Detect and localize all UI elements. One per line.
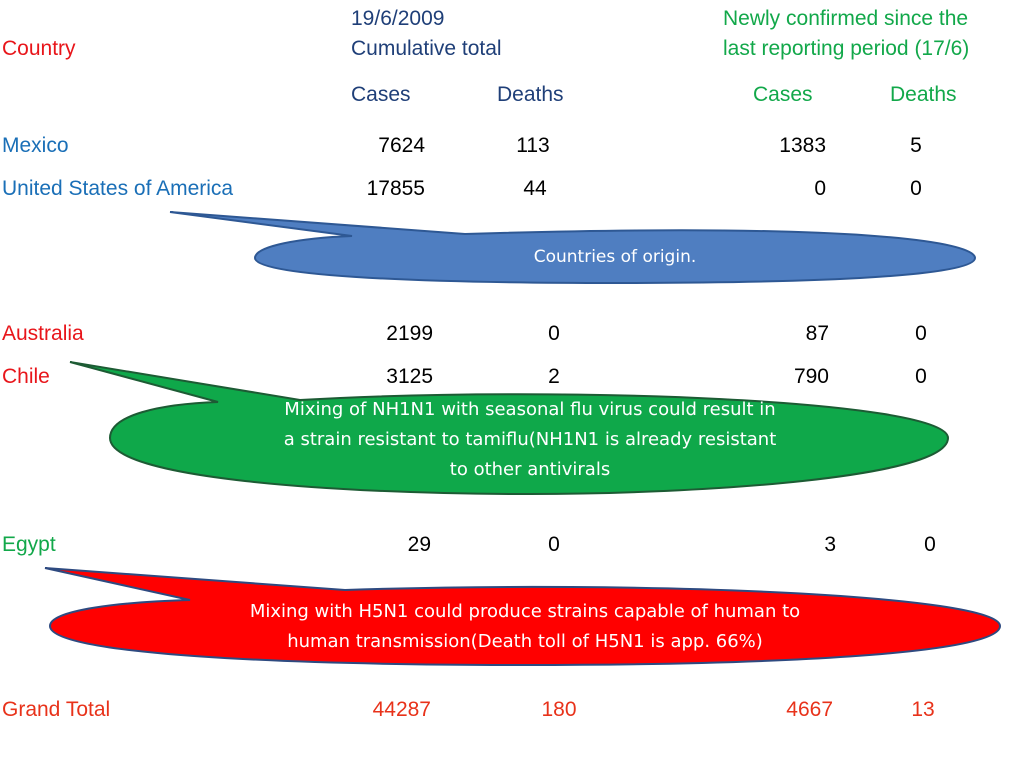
row-country-australia: Australia	[2, 322, 84, 345]
callout-seasonal-shape	[69, 361, 950, 496]
header-newly-confirmed-line1: Newly confirmed since the	[723, 7, 969, 30]
header-new-deaths: Deaths	[890, 83, 957, 106]
callout-seasonal: Mixing of NH1N1 with seasonal flu virus …	[130, 395, 930, 485]
callout-seasonal-line2: a strain resistant to tamiflu(NH1N1 is a…	[283, 429, 777, 450]
row-new-cases-mexico: 1383	[779, 134, 826, 157]
callout-seasonal-line3: to other antivirals	[449, 459, 611, 480]
row-cases-chile: 3125	[386, 365, 433, 388]
row-country-egypt: Egypt	[2, 533, 56, 556]
callout-h5n1-shape	[44, 567, 1002, 667]
header-cases: Cases	[351, 83, 411, 106]
row-new-cases-chile: 790	[793, 365, 829, 388]
row-new-deaths-chile: 0	[915, 365, 927, 388]
row-country-usa: United States of America	[2, 177, 234, 200]
row-deaths-egypt: 0	[548, 533, 560, 556]
row-new-cases-egypt: 3	[824, 533, 836, 556]
row-deaths-chile: 2	[548, 365, 560, 388]
grand-total-new-cases: 4667	[786, 698, 833, 721]
row-cases-usa: 17855	[366, 177, 425, 200]
grand-total-deaths: 180	[541, 698, 577, 721]
row-deaths-usa: 44	[523, 177, 547, 200]
row-deaths-mexico: 113	[516, 134, 550, 157]
row-cases-australia: 2199	[386, 322, 433, 345]
row-country-chile: Chile	[2, 365, 50, 388]
row-new-cases-australia: 87	[805, 322, 829, 345]
callout-seasonal-line1: Mixing of NH1N1 with seasonal flu virus …	[284, 399, 776, 420]
row-new-deaths-egypt: 0	[924, 533, 936, 556]
header-deaths: Deaths	[497, 83, 564, 106]
grand-total-cases: 44287	[372, 698, 431, 721]
row-deaths-australia: 0	[548, 322, 560, 345]
callout-h5n1-line1: Mixing with H5N1 could produce strains c…	[249, 601, 801, 622]
callout-h5n1-line2: human transmission(Death toll of H5N1 is…	[287, 631, 763, 652]
callout-origin: Countries of origin.	[260, 242, 970, 272]
row-new-cases-usa: 0	[814, 177, 826, 200]
header-country: Country	[2, 37, 76, 60]
header-new-cases: Cases	[753, 83, 813, 106]
row-new-deaths-mexico: 5	[910, 134, 922, 157]
header-newly-confirmed-line2: last reporting period (17/6)	[723, 37, 970, 60]
callout-origin-text: Countries of origin.	[533, 247, 697, 267]
callout-h5n1: Mixing with H5N1 could produce strains c…	[110, 597, 940, 657]
grand-total-label: Grand Total	[2, 698, 111, 721]
row-new-deaths-usa: 0	[910, 177, 922, 200]
header-cumulative-total: Cumulative total	[351, 37, 502, 60]
row-cases-egypt: 29	[407, 533, 431, 556]
row-country-mexico: Mexico	[2, 134, 69, 157]
row-new-deaths-australia: 0	[915, 322, 927, 345]
grand-total-new-deaths: 13	[911, 698, 935, 721]
header-date: 19/6/2009	[351, 7, 445, 30]
row-cases-mexico: 7624	[378, 134, 425, 157]
callout-origin-shape	[169, 211, 977, 285]
